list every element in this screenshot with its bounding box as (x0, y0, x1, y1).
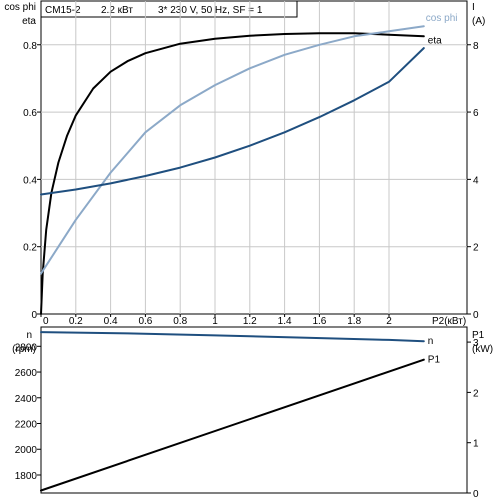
x-tick-label: 1.4 (278, 316, 292, 327)
left-tick-label: 2000 (15, 445, 38, 456)
left-tick-label: 0.6 (23, 108, 37, 119)
x-tick-label: 1 (212, 316, 218, 327)
left-tick-label: 2200 (15, 420, 38, 431)
series-label-n: n (428, 336, 434, 347)
left-tick-label: 0.2 (23, 243, 37, 254)
x-tick-label: 1.2 (243, 316, 257, 327)
top-right-axis-label-i: I (472, 2, 475, 13)
series-label-cos-phi: cos phi (426, 13, 458, 24)
x-tick-label: 0.2 (69, 316, 83, 327)
series-label-p1: P1 (428, 355, 441, 366)
x-tick-label: 1.6 (312, 316, 326, 327)
left-tick-label: 1800 (15, 471, 38, 482)
bottom-right-axis-label-unit: (kW) (472, 344, 493, 355)
series-line-cos-phi (40, 25, 425, 275)
top-left-axis-label-eta: eta (22, 16, 36, 27)
x-tick-label: 1.8 (347, 316, 361, 327)
header-model: CM15-2 (45, 5, 81, 16)
top-right-axis-label-unit: (A) (472, 16, 485, 27)
right-tick-label: 4 (473, 175, 479, 186)
grid-layer (41, 1, 467, 314)
header-power: 2.2 кВт (101, 5, 133, 16)
right-tick-label: 2 (473, 243, 479, 254)
bottom-left-axis-label-unit: (rpm) (12, 344, 36, 355)
x-tick-label: 0.6 (138, 316, 152, 327)
x-tick-label: 0.4 (104, 316, 118, 327)
right-tick-label: 8 (473, 41, 479, 52)
bottom-right-axis-label-p1: P1 (472, 330, 485, 341)
right-tick-label: 6 (473, 108, 479, 119)
series-line-i (40, 47, 425, 196)
right-tick-label: 0 (473, 489, 479, 500)
series-layer (40, 25, 425, 492)
header-box (40, 0, 298, 18)
tick-layer: 0 0.2 0.4 0.6 0.8 1 1.2 1.4 1.6 1.8 2 0 0.2 0.4 0.6 0.8… (15, 41, 479, 500)
left-tick-label: 2400 (15, 394, 38, 405)
left-tick-label: 0 (31, 310, 37, 321)
bottom-panel-frame (40, 326, 468, 494)
header-supply: 3* 230 V, 50 Hz, SF = 1 (158, 5, 263, 16)
series-line-p1 (40, 358, 425, 492)
left-tick-label: 2600 (15, 368, 38, 379)
series-line-n (40, 331, 425, 343)
right-tick-label: 2 (473, 388, 479, 399)
x-tick-label: 2 (386, 316, 392, 327)
right-tick-label: 0 (473, 310, 479, 321)
top-left-axis-label-cosphi: cos phi (4, 2, 36, 13)
left-tick-label: 2800 (15, 342, 38, 353)
series-line-eta (40, 32, 425, 315)
series-label-layer: eta cos phi n P1 (426, 13, 458, 365)
x-tick-label: 0.8 (173, 316, 187, 327)
bottom-left-axis-label-n: n (26, 330, 32, 341)
x-tick-label: 0 (43, 316, 49, 327)
top-x-axis-label: P2(кВт) (432, 316, 466, 327)
right-tick-label: 3 (473, 338, 479, 349)
left-tick-label: 0.8 (23, 41, 37, 52)
series-label-eta: eta (428, 35, 442, 46)
right-tick-label: 1 (473, 439, 479, 450)
top-panel-frame (40, 0, 468, 315)
left-tick-label: 0.4 (23, 175, 37, 186)
